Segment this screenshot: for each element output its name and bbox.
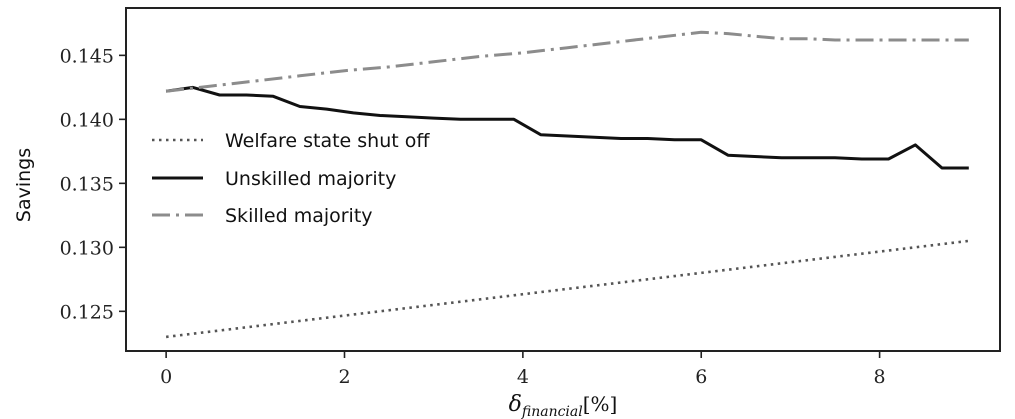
x-tick-label: 8 xyxy=(874,366,886,388)
y-tick-label: 0.130 xyxy=(60,237,114,259)
ticks-layer: 0 2 4 6 8 0.125 0.130 0.135 0.140 0.145 xyxy=(60,45,886,388)
series-welfare-state-shut-off xyxy=(165,239,969,339)
legend-label: Unskilled majority xyxy=(225,168,396,190)
x-tick-label: 4 xyxy=(517,366,529,388)
legend-label: Skilled majority xyxy=(225,205,373,227)
y-tick-label: 0.145 xyxy=(60,45,114,67)
series-unskilled-majority xyxy=(165,85,969,170)
y-tick-label: 0.135 xyxy=(60,173,114,195)
x-axis-title: δfinancial[%] xyxy=(509,392,618,419)
y-tick-label: 0.125 xyxy=(60,301,114,323)
series-skilled-majority xyxy=(165,30,969,93)
x-axis-title-unit: [%] xyxy=(583,392,618,416)
x-tick-label: 0 xyxy=(160,366,172,388)
legend-label: Welfare state shut off xyxy=(225,130,430,152)
plot-area-border xyxy=(125,7,1001,352)
series-layer xyxy=(165,30,969,339)
legend: Welfare state shut off Unskilled majorit… xyxy=(152,130,430,227)
legend-entry-unskilled-majority: Unskilled majority xyxy=(152,168,396,190)
x-axis-title-symbol: δ xyxy=(509,392,522,417)
y-tick-label: 0.140 xyxy=(60,109,114,131)
legend-entry-welfare-state-shut-off: Welfare state shut off xyxy=(152,130,430,152)
x-tick-label: 2 xyxy=(338,366,350,388)
x-tick-label: 6 xyxy=(695,366,707,388)
y-axis-title: Savings xyxy=(13,148,35,222)
x-axis-title-subscript: financial xyxy=(521,404,583,419)
plot-frame xyxy=(125,7,1001,352)
legend-entry-skilled-majority: Skilled majority xyxy=(152,205,373,227)
